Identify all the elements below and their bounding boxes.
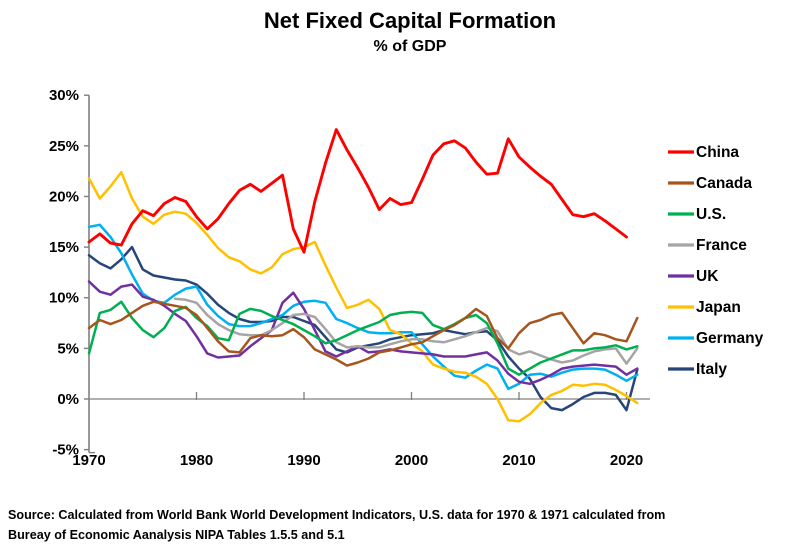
source-line-2: Bureay of Economic Aanalysis NIPA Tables… (8, 528, 345, 542)
x-tick-label: 2020 (610, 452, 643, 469)
source-note: Source: Calculated from World Bank World… (8, 505, 792, 545)
y-tick-label: 10% (49, 290, 79, 307)
chart-subtitle: % of GDP (373, 38, 447, 55)
y-tick-label: 15% (49, 239, 79, 256)
x-tick-label: 2000 (395, 452, 428, 469)
legend-label: Japan (696, 299, 741, 316)
legend-item-china: China (668, 144, 739, 161)
series-line-china (87, 128, 628, 254)
chart-title: Net Fixed Capital Formation (263, 8, 557, 33)
source-line-1: Source: Calculated from World Bank World… (8, 508, 666, 522)
series-line-japan (87, 170, 639, 423)
series-line-germany (87, 223, 639, 391)
legend-item-uk: UK (668, 268, 719, 285)
x-tick-label: 1990 (287, 452, 320, 469)
legend: China Canada U.S. France UK Japan Germany Italy (668, 144, 764, 378)
legend-item-canada: Canada (668, 175, 752, 192)
legend-label: UK (696, 268, 719, 285)
legend-label: Italy (696, 361, 727, 378)
y-tick-label: 0% (57, 391, 79, 408)
axes: 30% 25% 20% 15% 10% 5% 0% -5%1970 1980 1990 2000 20… (49, 87, 650, 469)
x-tick-label: 1970 (72, 452, 105, 469)
line-chart: 30% 25% 20% 15% 10% 5% 0% -5%1970 1980 1990 2000 20… (49, 87, 764, 469)
legend-item-france: France (668, 237, 747, 254)
series-line-canada (87, 300, 639, 367)
legend-item-japan: Japan (668, 299, 741, 316)
y-tick-label: -5% (52, 442, 79, 459)
y-tick-label: 20% (49, 188, 79, 205)
series-lines (87, 128, 639, 423)
series-line-france (173, 297, 639, 365)
legend-item-italy: Italy (668, 361, 727, 378)
legend-label: China (696, 144, 739, 161)
legend-item-germany: Germany (668, 330, 764, 347)
legend-label: Germany (696, 330, 764, 347)
x-tick-label: 2010 (502, 452, 535, 469)
x-tick-label: 1980 (180, 452, 213, 469)
y-tick-label: 30% (49, 87, 79, 104)
legend-label: France (696, 237, 747, 254)
legend-label: U.S. (696, 206, 726, 223)
legend-label: Canada (696, 175, 752, 192)
y-tick-label: 5% (57, 340, 79, 357)
series-line-us (87, 300, 639, 376)
y-tick-label: 25% (49, 138, 79, 155)
series-line-uk (87, 280, 639, 386)
legend-item-us: U.S. (668, 206, 726, 223)
